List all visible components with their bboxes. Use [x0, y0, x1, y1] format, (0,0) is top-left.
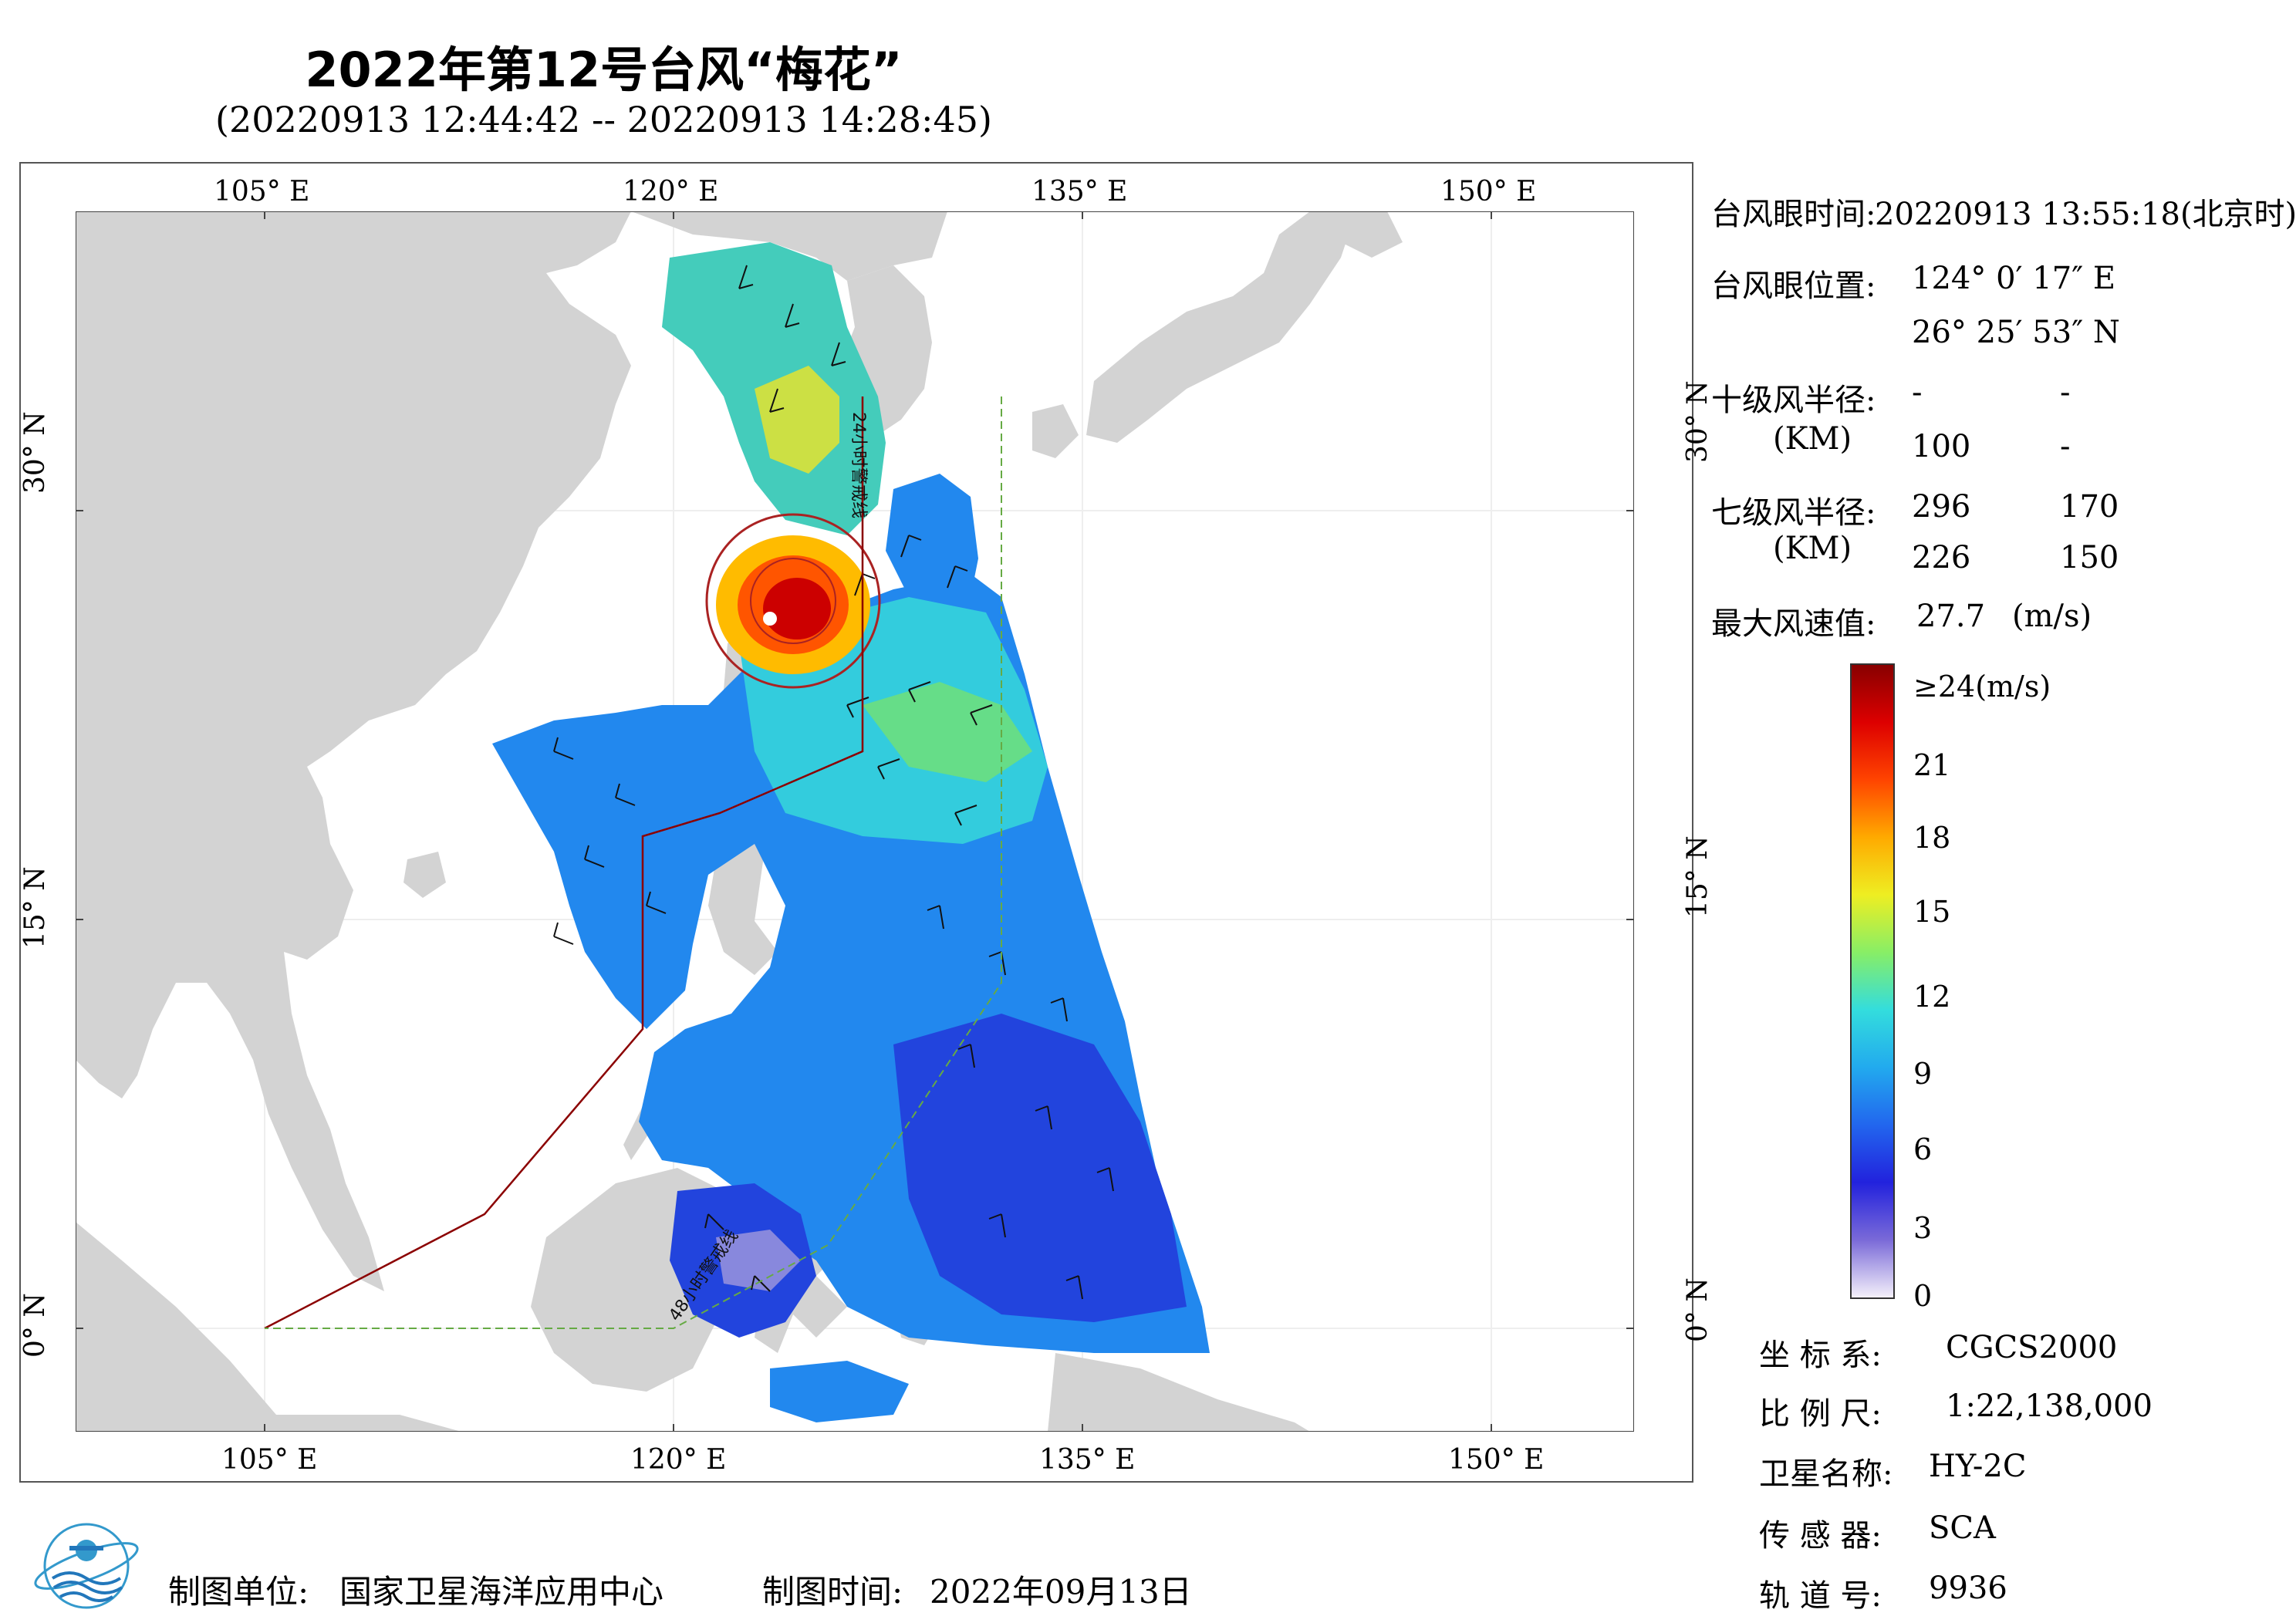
colorbar-tick-3: 3: [1913, 1211, 1933, 1245]
r10-value-3: 100: [1912, 429, 1971, 464]
r7-value-1: 296: [1912, 489, 1971, 525]
eye-time-label: 台风眼时间:: [1711, 197, 1876, 232]
warning-line-24h: [264, 396, 864, 1330]
orbit-value: 9936: [1929, 1571, 2007, 1606]
map-title: 2022年第12号台风“梅花”: [305, 42, 903, 98]
japan: [1086, 211, 1356, 443]
r7-value-3: 226: [1912, 540, 1971, 575]
eye-position-label: 台风眼位置:: [1711, 268, 1876, 304]
colorbar-tick-12: 12: [1913, 980, 1951, 1014]
r7-label: 七级风半径:: [1711, 495, 1876, 531]
colorbar-tick-15: 15: [1913, 895, 1951, 929]
max-wind-label: 最大风速值:: [1711, 606, 1876, 642]
scale-value: 1:22,138,000: [1946, 1388, 2152, 1424]
r10-label: 十级风半径:: [1711, 383, 1876, 418]
northeast-asia: [631, 211, 947, 281]
lon-tick-bottom-150: 150° E: [1448, 1444, 1545, 1476]
r10-value-2: -: [2060, 375, 2071, 410]
satellite-label: 卫星名称:: [1759, 1456, 1893, 1492]
map-subtitle: (20220913 12:44:42 -- 20220913 14:28:45): [215, 99, 992, 140]
kyushu: [1032, 404, 1079, 458]
typhoon-eye-marker: [763, 612, 777, 626]
colorbar-tick-24: ≥24(m/s): [1913, 670, 2051, 704]
r10-circle: [750, 558, 836, 644]
sumatra: [76, 1222, 276, 1432]
wind-speed-colorbar: [1850, 663, 1895, 1299]
orbit-label: 轨 道 号:: [1759, 1578, 1882, 1614]
r7-circle: [705, 513, 881, 689]
colorbar-tick-9: 9: [1913, 1057, 1933, 1091]
lon-tick-bottom-120: 120° E: [630, 1444, 727, 1476]
footer-time-label: 制图时间:: [762, 1573, 903, 1611]
warning-24h-label: 24小时警戒线: [849, 412, 868, 518]
asia-mainland: [76, 211, 631, 1291]
eye-longitude: 124° 0′ 17″ E: [1912, 261, 2116, 296]
r10-unit: (KM): [1773, 421, 1852, 457]
swath-lavender: [716, 1230, 801, 1291]
r7-value-4: 150: [2060, 540, 2119, 575]
swath-bottom-patches: [770, 1361, 909, 1422]
sensor-value: SCA: [1929, 1510, 1996, 1546]
colorbar-tick-0: 0: [1913, 1279, 1933, 1313]
lon-tick-top-105: 105° E: [214, 176, 310, 208]
typhoon-core: [705, 513, 881, 689]
map-frame: [19, 162, 1693, 1483]
hokkaido: [1325, 211, 1403, 258]
colorbar-tick-18: 18: [1913, 821, 1951, 855]
lon-tick-bottom-135: 135° E: [1039, 1444, 1136, 1476]
footer-time-value: 2022年09月13日: [930, 1573, 1192, 1611]
wind-barbs: [553, 265, 1114, 1300]
lat-tick-right-15: 15° N: [1682, 835, 1714, 918]
lat-tick-right-30: 30° N: [1682, 380, 1714, 463]
lat-tick-right-0: 0° N: [1682, 1277, 1714, 1342]
max-wind-unit: (m/s): [2012, 599, 2092, 634]
satellite-value: HY-2C: [1929, 1449, 2027, 1484]
lon-tick-top-150: 150° E: [1440, 176, 1537, 208]
r10-value-1: -: [1912, 375, 1923, 410]
r7-unit: (KM): [1773, 531, 1852, 566]
wind-swath: [492, 242, 1210, 1422]
r10-value-4: -: [2060, 429, 2071, 464]
warning-line-48h: [265, 396, 1002, 1329]
new-guinea: [1048, 1353, 1310, 1432]
typhoon-wind-map: 24小时警戒线 48小时警戒线: [76, 211, 1634, 1432]
sensor-label: 传 感 器:: [1759, 1518, 1882, 1554]
lon-tick-top-120: 120° E: [623, 176, 719, 208]
lat-tick-left-30: 30° N: [19, 411, 51, 494]
scale-label: 比 例 尺:: [1759, 1396, 1882, 1432]
lon-tick-bottom-105: 105° E: [221, 1444, 318, 1476]
lon-tick-top-135: 135° E: [1032, 176, 1128, 208]
eye-time-value: 20220913 13:55:18(北京时): [1875, 197, 2296, 232]
crs-value: CGCS2000: [1946, 1330, 2118, 1365]
max-wind-value: 27.7: [1916, 599, 1986, 634]
colorbar-tick-6: 6: [1913, 1132, 1933, 1166]
axis-ticks: [76, 211, 1634, 1432]
lat-tick-left-15: 15° N: [19, 866, 51, 949]
footer-unit-value: 国家卫星海洋应用中心: [339, 1573, 664, 1611]
lat-tick-left-0: 0° N: [19, 1293, 51, 1358]
java: [261, 1415, 461, 1432]
r7-value-2: 170: [2060, 489, 2119, 525]
eye-latitude: 26° 25′ 53″ N: [1912, 315, 2120, 350]
colorbar-tick-21: 21: [1913, 748, 1951, 782]
hainan: [403, 852, 446, 898]
footer-unit-label: 制图单位:: [168, 1573, 309, 1611]
swath-green-band: [863, 682, 1032, 782]
nsoas-logo-icon: [34, 1523, 139, 1609]
crs-label: 坐 标 系:: [1759, 1338, 1882, 1373]
swath-south-blue: [893, 1014, 1187, 1322]
